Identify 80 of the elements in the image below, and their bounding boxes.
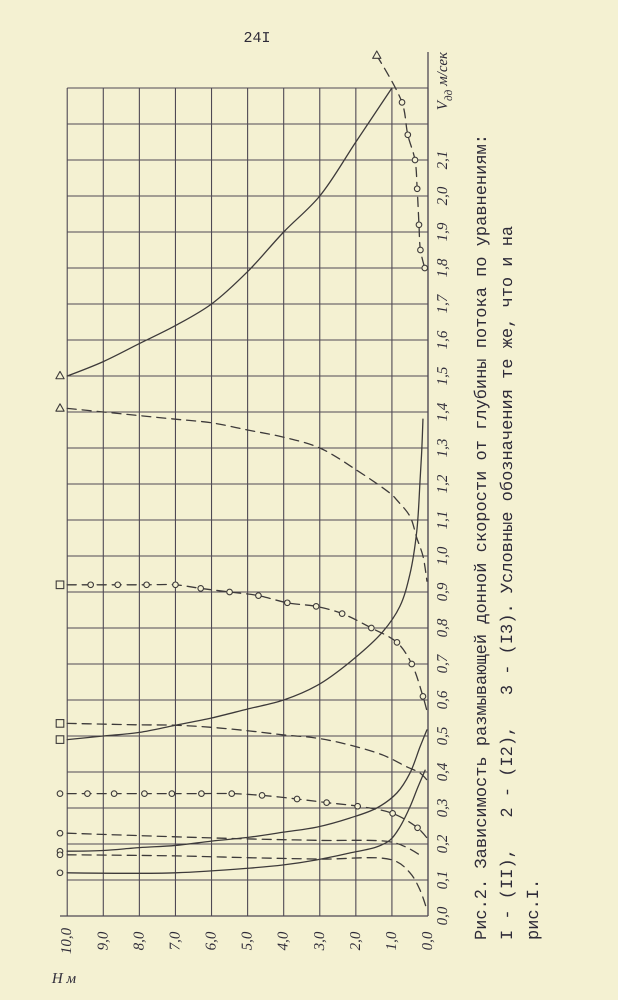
x-tick-label: 4,0 xyxy=(276,931,292,950)
x-tick-label: 3,0 xyxy=(312,931,328,952)
y-tick-label: 0,3 xyxy=(435,798,451,818)
x-tick-label: 8,0 xyxy=(131,931,148,950)
point xyxy=(143,581,150,588)
point xyxy=(398,99,406,106)
point xyxy=(55,370,65,380)
y-tick-label: 1,2 xyxy=(435,474,451,494)
text: Рис.2. Зависимость размывающей донной скорости от глубины потока по уравнениям: I - (II), 2 - (I2), 3 - (I3). Условные обозначения те же, что и на рис.I. xyxy=(473,134,544,940)
x-tick-label: 9,0 xyxy=(95,931,112,950)
point xyxy=(56,735,64,744)
point xyxy=(312,603,320,610)
point xyxy=(420,693,426,700)
point xyxy=(372,50,382,59)
point xyxy=(56,869,64,876)
y-tick-label: 1,0 xyxy=(435,546,451,566)
y-tick-label: 1,7 xyxy=(435,293,451,314)
point xyxy=(284,599,291,606)
x-tick-label: 2,0 xyxy=(348,931,364,950)
point xyxy=(55,403,65,412)
y-tick-label: 1,4 xyxy=(435,402,451,422)
y-tick-label: 2,0 xyxy=(435,186,451,206)
point xyxy=(408,660,416,668)
y-tick-label: 1,9 xyxy=(435,222,451,242)
y-tick-label: 1,5 xyxy=(435,366,451,386)
point xyxy=(172,581,179,588)
point xyxy=(354,802,361,810)
x-tick-label: 7,0 xyxy=(167,931,184,950)
point xyxy=(110,790,118,797)
point xyxy=(56,580,64,590)
point xyxy=(338,610,346,617)
y-tick-label: 0,4 xyxy=(435,762,451,782)
y-tick-label: 1,3 xyxy=(435,438,451,458)
point xyxy=(404,131,412,138)
x-tick-label: 5,0 xyxy=(240,931,256,950)
point xyxy=(368,624,375,632)
point xyxy=(421,264,428,272)
point xyxy=(87,581,94,588)
point xyxy=(323,799,330,806)
y-tick-label: 1,6 xyxy=(435,330,451,350)
point xyxy=(294,796,300,802)
point xyxy=(197,585,204,592)
y-tick-label: 0,2 xyxy=(435,834,451,854)
y-tick-label: 0,9 xyxy=(435,582,451,602)
point xyxy=(412,156,418,164)
point xyxy=(56,830,64,837)
point xyxy=(416,221,422,228)
line-series xyxy=(66,87,393,377)
point xyxy=(56,719,64,728)
point xyxy=(84,790,91,797)
point xyxy=(417,246,424,254)
point xyxy=(228,790,236,797)
text: 24I xyxy=(243,30,271,47)
y-tick-label: 0,1 xyxy=(435,870,451,890)
y-tick-label: 1,8 xyxy=(435,258,451,278)
y-tick-label: 0,5 xyxy=(435,726,451,746)
x-tick-label: 1,0 xyxy=(384,931,400,950)
y-tick-label: 0,6 xyxy=(435,690,451,710)
point xyxy=(414,824,421,832)
y-tick-label: 0,8 xyxy=(435,618,451,638)
y-tick-label: 2,1 xyxy=(435,150,451,170)
point xyxy=(114,581,122,588)
point xyxy=(168,790,176,797)
point xyxy=(56,790,64,797)
point xyxy=(255,592,262,599)
x-tick-label: 6,0 xyxy=(204,931,220,950)
point xyxy=(198,790,205,797)
point xyxy=(414,185,421,192)
point xyxy=(141,790,148,797)
y-tick-label: 0,7 xyxy=(435,653,451,674)
point xyxy=(394,639,400,646)
point xyxy=(258,792,266,799)
x-tick-label: 10,0 xyxy=(59,927,76,954)
y-tick-label: 0,0 xyxy=(435,906,451,926)
point xyxy=(226,588,233,596)
point xyxy=(56,851,64,858)
y-tick-label: 1,1 xyxy=(435,510,451,530)
x-tick-label: 0,0 xyxy=(420,931,436,950)
point xyxy=(389,810,396,817)
x-axis-title: H м xyxy=(50,971,77,987)
